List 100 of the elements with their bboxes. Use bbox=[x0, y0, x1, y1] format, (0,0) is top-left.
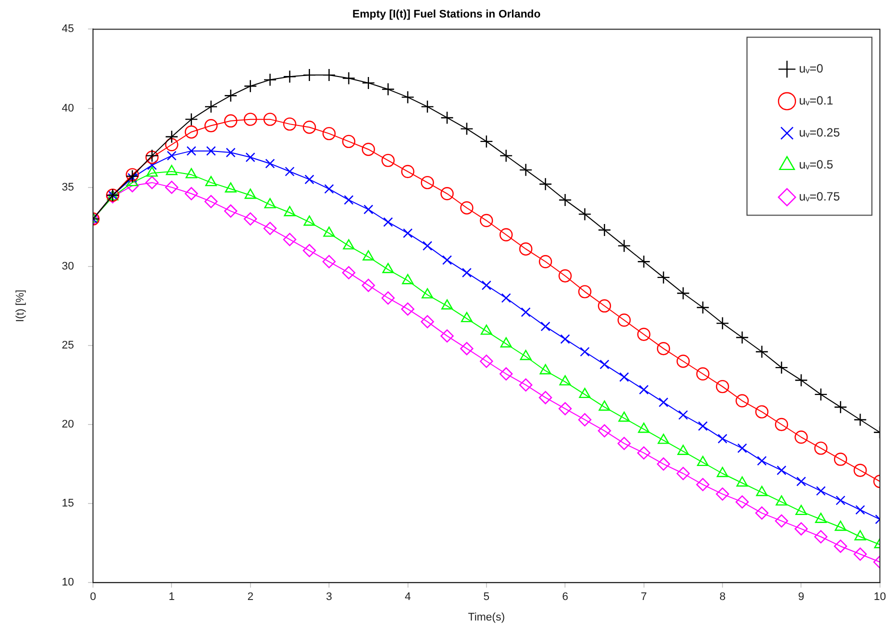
point bbox=[794, 522, 808, 536]
point bbox=[364, 204, 374, 214]
point bbox=[500, 367, 513, 380]
point bbox=[598, 223, 612, 237]
point bbox=[204, 194, 218, 208]
point bbox=[382, 262, 394, 274]
point bbox=[381, 291, 395, 305]
point bbox=[460, 122, 474, 136]
point bbox=[166, 150, 177, 161]
point bbox=[538, 391, 552, 404]
point bbox=[440, 187, 454, 200]
point bbox=[696, 367, 710, 380]
point bbox=[796, 476, 806, 486]
point bbox=[422, 240, 432, 251]
point bbox=[736, 330, 749, 344]
point bbox=[658, 398, 668, 408]
x-tick-label: 0 bbox=[90, 591, 96, 604]
x-tick-label: 8 bbox=[719, 591, 726, 604]
y-tick-label: 25 bbox=[62, 339, 74, 352]
point bbox=[558, 269, 572, 282]
point bbox=[344, 195, 354, 205]
x-tick-label: 6 bbox=[562, 591, 568, 604]
point bbox=[420, 176, 434, 190]
point bbox=[500, 149, 513, 162]
x-tick-label: 4 bbox=[404, 591, 411, 604]
point bbox=[304, 216, 316, 226]
y-axis-title: I(t) [%] bbox=[14, 290, 27, 322]
point bbox=[794, 374, 808, 387]
point bbox=[441, 299, 453, 310]
point bbox=[283, 117, 296, 131]
point bbox=[480, 214, 494, 228]
point bbox=[737, 443, 748, 454]
point bbox=[578, 208, 592, 221]
point bbox=[500, 228, 513, 242]
point bbox=[362, 250, 374, 260]
point bbox=[126, 179, 139, 192]
point bbox=[480, 134, 494, 148]
point bbox=[480, 354, 494, 368]
point bbox=[244, 112, 257, 126]
point bbox=[618, 239, 631, 252]
point bbox=[500, 337, 512, 348]
y-tick-label: 15 bbox=[62, 498, 74, 510]
point bbox=[854, 548, 867, 561]
point bbox=[834, 400, 848, 414]
point bbox=[716, 487, 730, 501]
point bbox=[362, 76, 376, 90]
point bbox=[322, 126, 336, 140]
point bbox=[383, 217, 393, 227]
point bbox=[128, 172, 138, 183]
point bbox=[322, 68, 336, 82]
point bbox=[322, 255, 336, 268]
point bbox=[462, 268, 472, 278]
point bbox=[420, 100, 434, 114]
point bbox=[774, 514, 788, 528]
legend-label: uᵥ=0.75 bbox=[798, 190, 840, 204]
point bbox=[618, 314, 631, 327]
point bbox=[362, 142, 376, 156]
point bbox=[696, 478, 710, 492]
point bbox=[186, 146, 196, 156]
point bbox=[342, 239, 355, 250]
point bbox=[402, 228, 413, 238]
x-tick-label: 7 bbox=[640, 591, 647, 604]
y-tick-label: 20 bbox=[62, 418, 74, 431]
point bbox=[814, 442, 828, 455]
point bbox=[205, 176, 217, 186]
point bbox=[638, 384, 649, 395]
point bbox=[834, 540, 848, 553]
point bbox=[184, 112, 198, 126]
point bbox=[224, 89, 238, 102]
point bbox=[501, 293, 511, 303]
point bbox=[698, 421, 708, 431]
point bbox=[186, 168, 198, 178]
point bbox=[540, 322, 550, 332]
x-tick-label: 1 bbox=[168, 591, 175, 604]
point bbox=[302, 244, 316, 258]
point bbox=[637, 255, 650, 268]
point bbox=[598, 400, 610, 411]
point bbox=[816, 486, 826, 496]
point bbox=[165, 138, 178, 152]
legend-label: uᵥ=0.5 bbox=[798, 158, 834, 172]
point bbox=[204, 119, 218, 132]
y-tick-label: 30 bbox=[62, 260, 74, 272]
point bbox=[619, 372, 629, 382]
point bbox=[814, 388, 828, 402]
point bbox=[538, 178, 552, 191]
point bbox=[420, 315, 434, 328]
point bbox=[402, 274, 414, 284]
point bbox=[658, 434, 670, 444]
point bbox=[520, 307, 531, 318]
point bbox=[718, 434, 728, 444]
point bbox=[224, 114, 238, 128]
point bbox=[165, 180, 178, 194]
point bbox=[677, 444, 689, 455]
point bbox=[854, 413, 867, 426]
point bbox=[460, 201, 474, 214]
point bbox=[678, 410, 688, 420]
point bbox=[776, 465, 786, 476]
x-tick-label: 5 bbox=[483, 591, 490, 604]
point bbox=[284, 166, 295, 176]
point bbox=[637, 446, 650, 460]
